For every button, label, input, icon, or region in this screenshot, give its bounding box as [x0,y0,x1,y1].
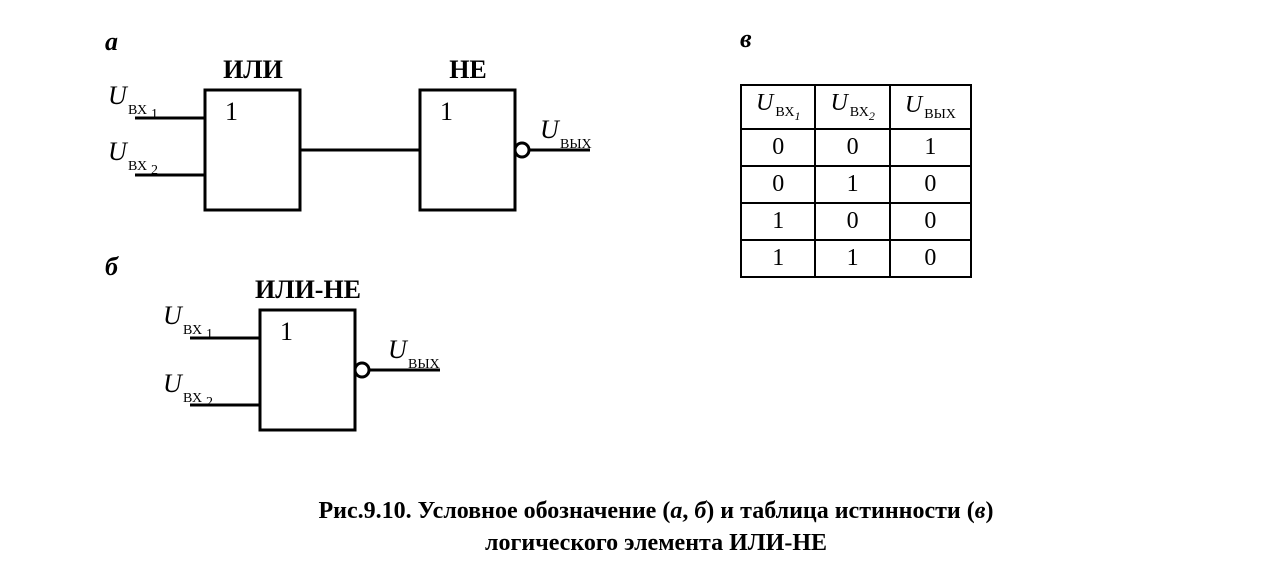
caption-a: а [670,498,682,524]
caption-line2: логического элемента ИЛИ-НЕ [485,530,827,556]
diagrams-panel: а ИЛИ НЕ 1 1 [20,20,670,465]
section-label-v: в [740,24,1272,54]
caption-b: б [694,498,706,524]
truth-header-c1: UВХ1 [741,85,815,129]
caption-text: Рис.9.10. Условное обозначение ( [319,498,671,524]
label-subnum-in1-b: 1 [206,327,213,342]
truth-row: 0 0 1 [741,129,971,166]
truth-cell: 0 [890,203,971,240]
truth-row: 1 1 0 [741,240,971,277]
truth-table: UВХ1 UВХ2 UВЫХ 0 0 1 0 1 [740,84,972,278]
gate-ornot-one: 1 [280,317,293,346]
label-U-in2-b: U [163,369,184,398]
truth-row: 1 0 0 [741,203,971,240]
truth-cell: 0 [890,240,971,277]
not-bubble-b [355,363,369,377]
label-U-in1-a: U [108,81,129,110]
figure-caption: Рис.9.10. Условное обозначение (а, б) и … [20,495,1272,560]
label-sub-in1-a: ВХ [128,103,147,118]
caption-text: , [682,498,694,524]
gate-label-not: НЕ [449,55,487,84]
truth-table-panel: в UВХ1 UВХ2 UВЫХ 0 0 1 [670,20,1272,278]
truth-cell: 0 [741,129,815,166]
label-subnum-in2-a: 2 [151,163,158,178]
truth-cell: 0 [741,166,815,203]
truth-header-row: UВХ1 UВХ2 UВЫХ [741,85,971,129]
label-U-in1-b: U [163,301,184,330]
caption-v: в [975,498,986,524]
label-U-out-b: U [388,335,409,364]
label-subnum-in1-a: 1 [151,107,158,122]
truth-cell: 1 [815,240,889,277]
truth-header-c3: UВЫХ [890,85,971,129]
section-label-a: а [105,27,118,56]
truth-cell: 1 [741,203,815,240]
truth-cell: 1 [815,166,889,203]
caption-text: ) и таблица истинности ( [706,498,974,524]
logic-diagram-svg: а ИЛИ НЕ 1 1 [20,20,670,460]
truth-cell: 0 [815,129,889,166]
truth-cell: 0 [815,203,889,240]
label-sub-out-b: ВЫХ [408,357,440,372]
gate-label-ornot: ИЛИ-НЕ [255,275,361,304]
gate-not-one: 1 [440,97,453,126]
label-subnum-in2-b: 2 [206,395,213,410]
truth-cell: 1 [741,240,815,277]
truth-row: 0 1 0 [741,166,971,203]
figure-container: а ИЛИ НЕ 1 1 [20,20,1272,560]
truth-cell: 1 [890,129,971,166]
label-sub-in2-b: ВХ [183,391,202,406]
truth-header-c2: UВХ2 [815,85,889,129]
not-bubble-a [515,143,529,157]
label-U-out-a: U [540,115,561,144]
gate-ornot-box [260,310,355,430]
label-sub-in2-a: ВХ [128,159,147,174]
gate-not-box [420,90,515,210]
gate-or-one: 1 [225,97,238,126]
gate-or-box [205,90,300,210]
label-U-in2-a: U [108,137,129,166]
truth-cell: 0 [890,166,971,203]
gate-label-or: ИЛИ [223,55,283,84]
label-sub-out-a: ВЫХ [560,137,592,152]
section-label-b: б [105,252,119,281]
label-sub-in1-b: ВХ [183,323,202,338]
caption-text: ) [985,498,993,524]
